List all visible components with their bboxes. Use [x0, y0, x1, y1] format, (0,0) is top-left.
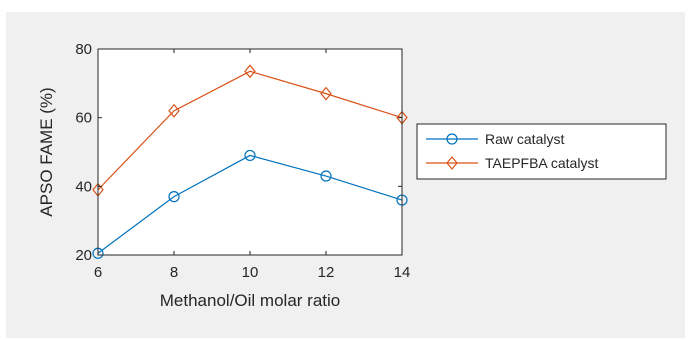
legend-label: TAEPFBA catalyst: [485, 155, 598, 171]
x-tick-label: 8: [170, 264, 178, 281]
y-tick-label: 80: [75, 41, 92, 58]
x-tick-label: 6: [94, 264, 102, 281]
plot-area: [98, 49, 402, 255]
x-tick-label: 14: [394, 264, 411, 281]
y-tick-label: 40: [75, 178, 92, 195]
plot-background: [98, 49, 402, 255]
legend-item: TAEPFBA catalyst: [426, 155, 598, 171]
y-tick-label: 20: [75, 247, 92, 264]
figure-background: 6 8 10 12 14 20 40 60 80 Methanol/Oil molar ratio…: [6, 12, 685, 338]
line-chart: 6 8 10 12 14 20 40 60 80 Methanol/Oil molar ratio…: [6, 12, 685, 338]
y-tick-label: 60: [75, 110, 92, 127]
y-axis-label: APSO FAME (%): [37, 87, 56, 216]
x-tick-label: 12: [318, 264, 335, 281]
x-axis-label: Methanol/Oil molar ratio: [160, 291, 340, 310]
legend: Raw catalyst TAEPFBA catalyst: [417, 124, 666, 179]
legend-label: Raw catalyst: [485, 131, 564, 147]
x-tick-label: 10: [242, 264, 259, 281]
